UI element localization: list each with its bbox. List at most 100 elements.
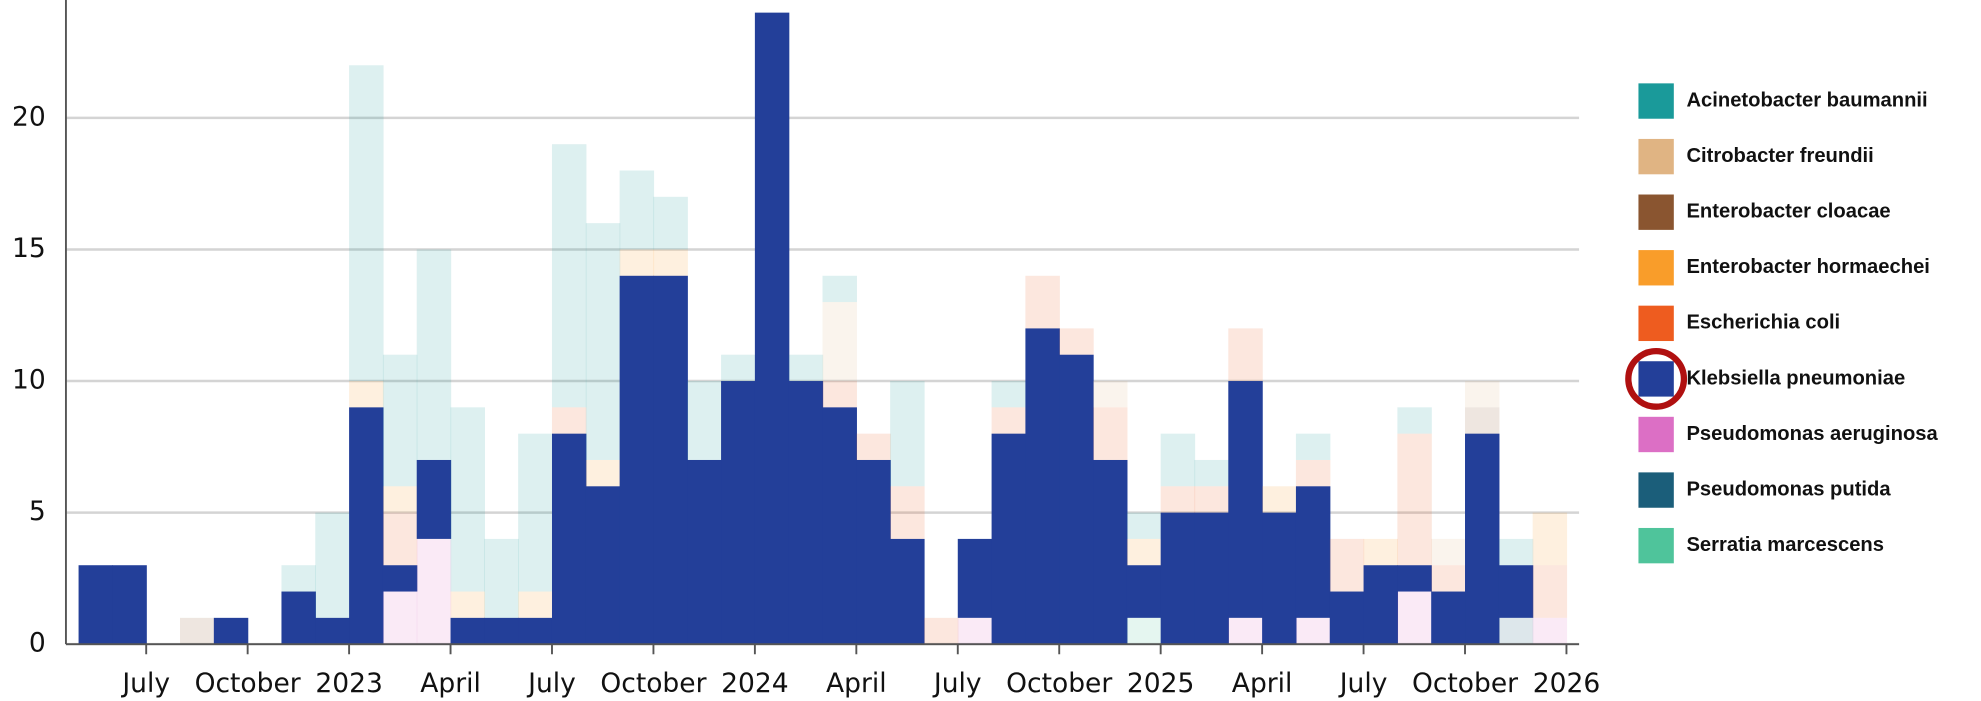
bar-segment	[382, 512, 418, 566]
bar-segment	[1126, 617, 1162, 645]
bar-segment	[382, 354, 418, 487]
bar-segment	[788, 354, 824, 382]
bar-segment	[1295, 433, 1331, 460]
bar-segment	[822, 381, 857, 408]
bar-segment	[1498, 617, 1534, 645]
bar-segment	[78, 565, 114, 645]
bar-segment	[721, 354, 756, 382]
bar-segment	[1295, 459, 1331, 487]
bar-segment	[1295, 486, 1331, 618]
legend-label: Escherichia coli	[1686, 312, 1840, 334]
bar-segment	[856, 459, 891, 645]
bar-segment	[1397, 565, 1432, 592]
legend-label: Pseudomonas putida	[1686, 478, 1891, 500]
bar-segment	[890, 381, 925, 487]
bar-segment	[619, 249, 655, 276]
bar-segment	[957, 617, 993, 645]
legend-label: Enterobacter hormaechei	[1686, 256, 1929, 278]
bar-segment	[112, 565, 147, 645]
legend-swatch	[1638, 527, 1674, 564]
bar-segment	[1498, 538, 1534, 566]
legend-swatch	[1638, 305, 1674, 342]
bar-segment	[822, 302, 857, 382]
bar-segment	[518, 591, 553, 618]
legend-label: Serratia marcescens	[1686, 534, 1884, 556]
bar-segment	[349, 381, 384, 408]
bar-segment	[518, 617, 553, 645]
bar-segment	[687, 381, 722, 460]
bar-segment	[213, 617, 249, 645]
legend-label: Pseudomonas aeruginosa	[1686, 423, 1938, 445]
bar-segment	[991, 433, 1027, 645]
legend-swatch	[1638, 361, 1674, 397]
x-tick-label: July	[526, 668, 576, 699]
bar-segment	[1397, 591, 1432, 645]
legend-swatch	[1638, 138, 1674, 175]
bar-segment	[822, 407, 857, 645]
bar-segment	[754, 12, 790, 645]
x-tick-label: October	[1006, 668, 1112, 699]
bar-segment	[1363, 565, 1399, 645]
y-tick-label: 15	[12, 233, 46, 264]
bar-segment	[484, 617, 519, 645]
bar-segment	[653, 275, 688, 645]
bar-segment	[382, 565, 418, 592]
x-tick-label: 2024	[721, 668, 788, 699]
bar-segment	[1465, 407, 1500, 434]
bar-segment	[721, 381, 756, 645]
bar-segment	[619, 170, 655, 250]
bar-segment	[450, 407, 485, 592]
x-tick-label: 2023	[315, 668, 382, 699]
x-tick-label: October	[1412, 668, 1518, 699]
bar-segment	[1465, 381, 1500, 408]
bar-segment	[687, 459, 722, 645]
bar-segment	[1194, 512, 1229, 645]
bar-segment	[1228, 328, 1263, 382]
x-tick-label: 2025	[1127, 668, 1194, 699]
x-tick-label: April	[1232, 668, 1293, 699]
bar-segment	[1059, 328, 1094, 355]
bar-segment	[653, 249, 688, 276]
bar-segment	[349, 407, 384, 645]
legend-swatch	[1638, 83, 1674, 119]
bar-segment	[349, 65, 384, 382]
bar-segment	[585, 223, 621, 460]
y-tick-label: 10	[12, 365, 46, 396]
bar-segment	[1397, 433, 1432, 566]
bar-segment	[450, 591, 485, 618]
x-tick-label: July	[120, 668, 170, 699]
bar-segment	[1025, 275, 1060, 329]
bar-segment	[585, 459, 621, 487]
bar-segment	[484, 538, 519, 618]
y-tick-label: 5	[29, 496, 46, 527]
bar-segment	[856, 433, 891, 460]
bar-segment	[281, 591, 316, 645]
bar-segment	[1160, 512, 1196, 645]
bar-segment	[551, 144, 587, 408]
legend-swatch	[1638, 250, 1674, 286]
bar-segment	[1329, 538, 1365, 592]
bar-segment	[315, 617, 350, 645]
legend-swatch	[1638, 194, 1674, 230]
bar-segment	[382, 591, 418, 645]
bar-segment	[1431, 538, 1466, 566]
bar-segment	[1363, 538, 1399, 566]
x-tick-label: 2026	[1533, 668, 1600, 699]
x-tick-label: October	[195, 668, 301, 699]
bar-segment	[416, 459, 452, 539]
bar-segment	[1295, 617, 1331, 645]
bar-segment	[1262, 486, 1297, 513]
legend-swatch	[1638, 416, 1674, 453]
bar-segment	[1194, 486, 1229, 513]
x-tick-label: July	[932, 668, 982, 699]
y-tick-label: 20	[12, 101, 46, 132]
bar-segment	[991, 381, 1027, 408]
bar-segment	[1093, 381, 1128, 408]
bar-segment	[1194, 459, 1229, 487]
bar-segment	[1532, 617, 1568, 645]
bar-segment	[1498, 565, 1534, 618]
bar-segment	[551, 407, 587, 434]
bar-segment	[416, 249, 452, 460]
bar-segment	[1059, 354, 1094, 645]
bar-segment	[1431, 591, 1466, 645]
